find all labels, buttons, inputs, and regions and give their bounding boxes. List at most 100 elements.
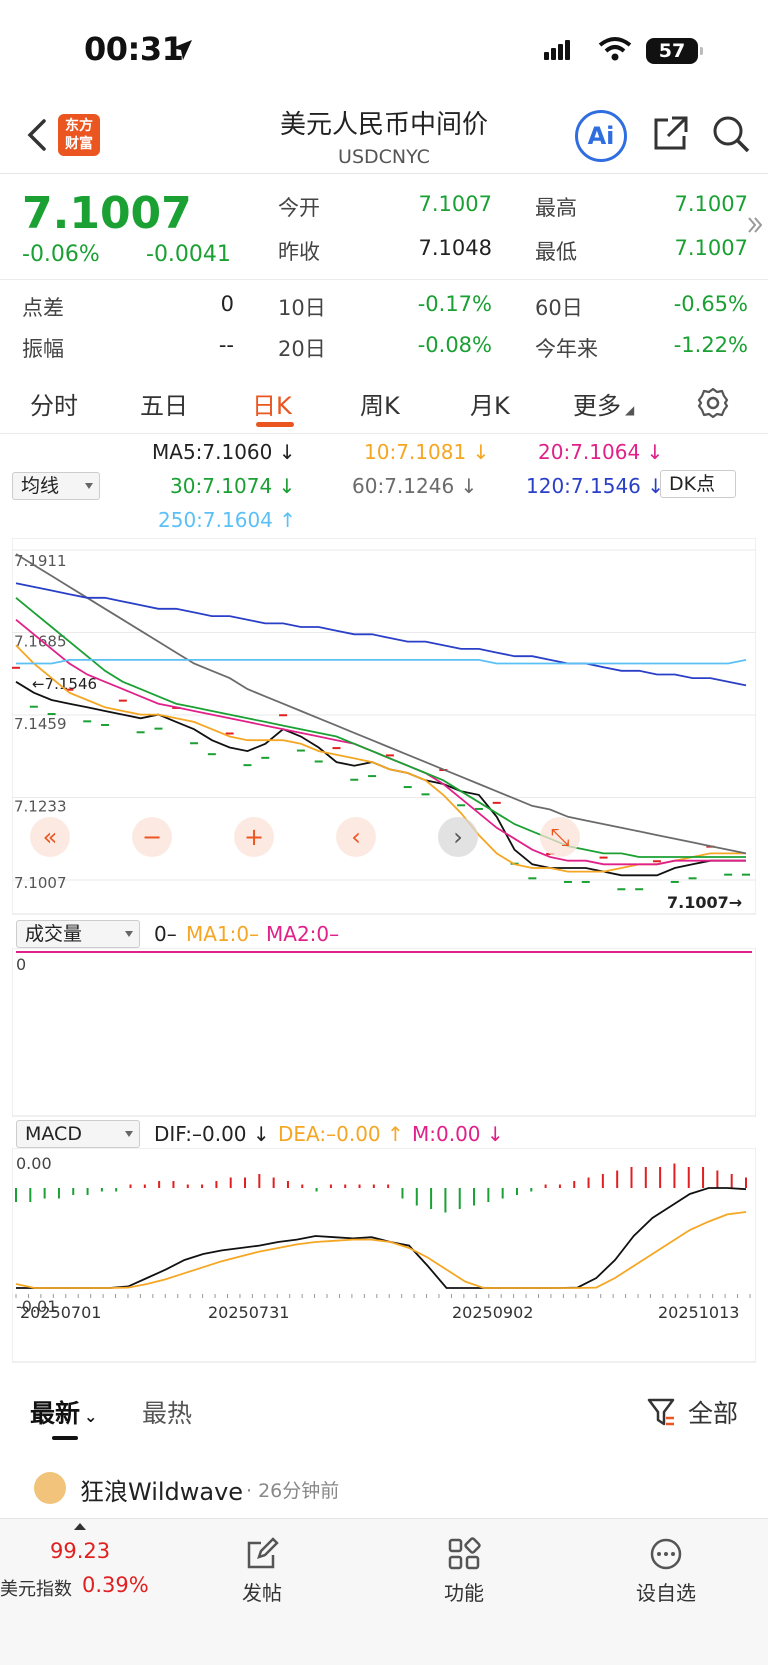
daily-k-chart[interactable]: 7.1911 7.1685 7.1459 7.1233 7.1007 ←7.1546 7.1… xyxy=(12,538,756,916)
volume-selector[interactable]: 成交量 xyxy=(16,920,140,948)
status-time: 00:31 xyxy=(84,30,184,68)
zoom-in-button xyxy=(234,817,274,857)
macd-dea-line xyxy=(15,1211,747,1289)
scroll-left-button-glyph: « xyxy=(43,823,58,851)
prev-close-label: 昨收 xyxy=(278,240,320,264)
ai-assistant-button[interactable]: Ai xyxy=(575,110,627,162)
prev-button-glyph: ‹ xyxy=(351,823,361,851)
tab-five-day[interactable]: 五日 xyxy=(140,392,188,420)
series-line-ma120 xyxy=(15,582,747,687)
tab-monthly-k[interactable]: 月K xyxy=(470,392,510,420)
functions-button[interactable]: 功能 xyxy=(414,1537,514,1606)
author-name[interactable]: 狂浪Wildwave xyxy=(80,1478,244,1506)
high-label: 最高 xyxy=(535,196,577,220)
macd-top-label: 0.00 xyxy=(16,1154,52,1173)
low-label: 最低 xyxy=(535,240,577,264)
ma10-legend-text: 10:7.1081 xyxy=(364,440,467,464)
change-percent: -0.06% xyxy=(22,242,100,267)
dollar-index-widget[interactable]: 99.23 美元指数 0.39% xyxy=(0,1519,160,1619)
ma250-legend-text: 250:7.1604 xyxy=(158,508,273,532)
ma60-legend-text: 60:7.1246 xyxy=(352,474,455,498)
series-line-ma250 xyxy=(16,659,747,665)
filter-icon[interactable] xyxy=(646,1396,676,1428)
tab-daily-k[interactable]: 日K xyxy=(252,392,292,420)
tab-more[interactable]: 更多 ◢ xyxy=(573,392,635,420)
tab-latest-label: 最新 xyxy=(30,1399,81,1428)
active-comment-tab-indicator xyxy=(52,1436,78,1440)
d20-label: 20日 xyxy=(278,337,326,361)
volume-chart[interactable]: 0 xyxy=(12,948,756,1118)
ytd-value: -1.22% xyxy=(673,333,748,357)
tab-intraday[interactable]: 分时 xyxy=(30,392,78,420)
post-button[interactable]: 发帖 xyxy=(212,1537,312,1606)
zoom-out-button xyxy=(132,817,172,857)
volume-axis-zero: 0 xyxy=(16,955,26,974)
d10-label: 10日 xyxy=(278,296,326,320)
add-watchlist-button[interactable]: 设自选 xyxy=(616,1537,716,1606)
share-icon[interactable] xyxy=(650,114,690,154)
back-arrow-icon[interactable] xyxy=(26,118,48,152)
series-line-ma60 xyxy=(15,553,747,855)
ma120-legend-text: 120:7.1546 xyxy=(526,474,641,498)
x-axis-label: 20250701 xyxy=(20,1303,101,1322)
current-price: 7.1007 xyxy=(22,188,192,239)
watchlist-label: 设自选 xyxy=(636,1581,696,1605)
low-value: 7.1007 xyxy=(674,236,748,260)
expand-chevron-icon[interactable] xyxy=(746,214,764,236)
app-header: 美元人民币中间价 USDCNYC 东方 财富 Ai xyxy=(0,96,768,174)
macd-dif-text: DIF:–0.00 xyxy=(154,1122,247,1146)
next-button-glyph: › xyxy=(453,823,463,851)
high-value: 7.1007 xyxy=(674,192,748,216)
active-tab-indicator xyxy=(256,422,294,427)
post-label: 发帖 xyxy=(242,1581,282,1605)
tab-hot[interactable]: 最热 xyxy=(142,1399,193,1428)
d60-value: -0.65% xyxy=(673,292,748,316)
search-icon[interactable] xyxy=(711,114,751,154)
zoom-out-button-glyph: − xyxy=(142,823,162,851)
macd-m: M:0.00 ↓ xyxy=(412,1122,504,1146)
open-label: 今开 xyxy=(278,196,320,220)
page-subtitle: USDCNYC xyxy=(338,146,430,168)
d10-value: -0.17% xyxy=(417,292,492,316)
change-value: -0.0041 xyxy=(146,242,231,267)
macd-selector-label: MACD xyxy=(25,1123,82,1145)
volume-ma2: MA2:0– xyxy=(266,922,340,946)
ma-selector-label: 均线 xyxy=(21,475,60,497)
ma60-legend: 60:7.1246 ↓ xyxy=(352,474,478,498)
macd-selector[interactable]: MACD xyxy=(16,1120,140,1148)
amplitude-label: 振幅 xyxy=(22,337,64,361)
tab-weekly-k[interactable]: 周K xyxy=(360,392,400,420)
settings-gear-icon[interactable] xyxy=(696,386,730,420)
ma250-legend: 250:7.1604 ↑ xyxy=(158,508,297,532)
grid-functions-icon xyxy=(448,1537,481,1570)
x-axis-label: 20251013 xyxy=(658,1303,739,1322)
series-line-ma10 xyxy=(15,644,746,873)
spread-label: 点差 xyxy=(22,296,64,320)
ytd-label: 今年来 xyxy=(535,337,598,361)
ma30-legend: 30:7.1074 ↓ xyxy=(170,474,296,498)
up-triangle-icon xyxy=(74,1523,86,1530)
y-tick-label: 7.1459 xyxy=(14,715,67,733)
functions-label: 功能 xyxy=(444,1581,484,1605)
prev-close-value: 7.1048 xyxy=(418,236,492,260)
cellular-signal-icon xyxy=(544,40,572,60)
x-axis-label: 20250902 xyxy=(452,1303,533,1322)
post-time: · 26分钟前 xyxy=(246,1480,340,1502)
zoom-in-button-glyph: + xyxy=(244,823,264,851)
tab-latest[interactable]: 最新 ⌄ xyxy=(30,1399,98,1428)
ma-selector[interactable]: 均线 xyxy=(12,472,100,500)
series-line-ma30 xyxy=(15,597,746,858)
author-avatar[interactable] xyxy=(34,1472,66,1504)
ma5-legend: MA5:7.1060 ↓ xyxy=(152,440,296,464)
macd-bottom-label: -0.01 xyxy=(16,1297,57,1316)
dk-points-label: DK点 xyxy=(669,473,716,495)
y-tick-label: 7.1233 xyxy=(14,798,67,816)
filter-all[interactable]: 全部 xyxy=(688,1399,739,1428)
high-marker-label: ←7.1546 xyxy=(32,675,97,693)
bottom-bar: 99.23 美元指数 0.39% 发帖 功能 设自选 xyxy=(0,1518,768,1665)
dollar-index-change: 0.39% xyxy=(82,1573,149,1597)
dk-points-button[interactable]: DK点 xyxy=(660,470,736,498)
amplitude-value: -- xyxy=(218,333,234,357)
macd-chart[interactable]: 0.00 -0.01 20250701 20250731 20250902 20251… xyxy=(12,1148,756,1364)
fullscreen-button-glyph: ⤡ xyxy=(550,823,569,851)
